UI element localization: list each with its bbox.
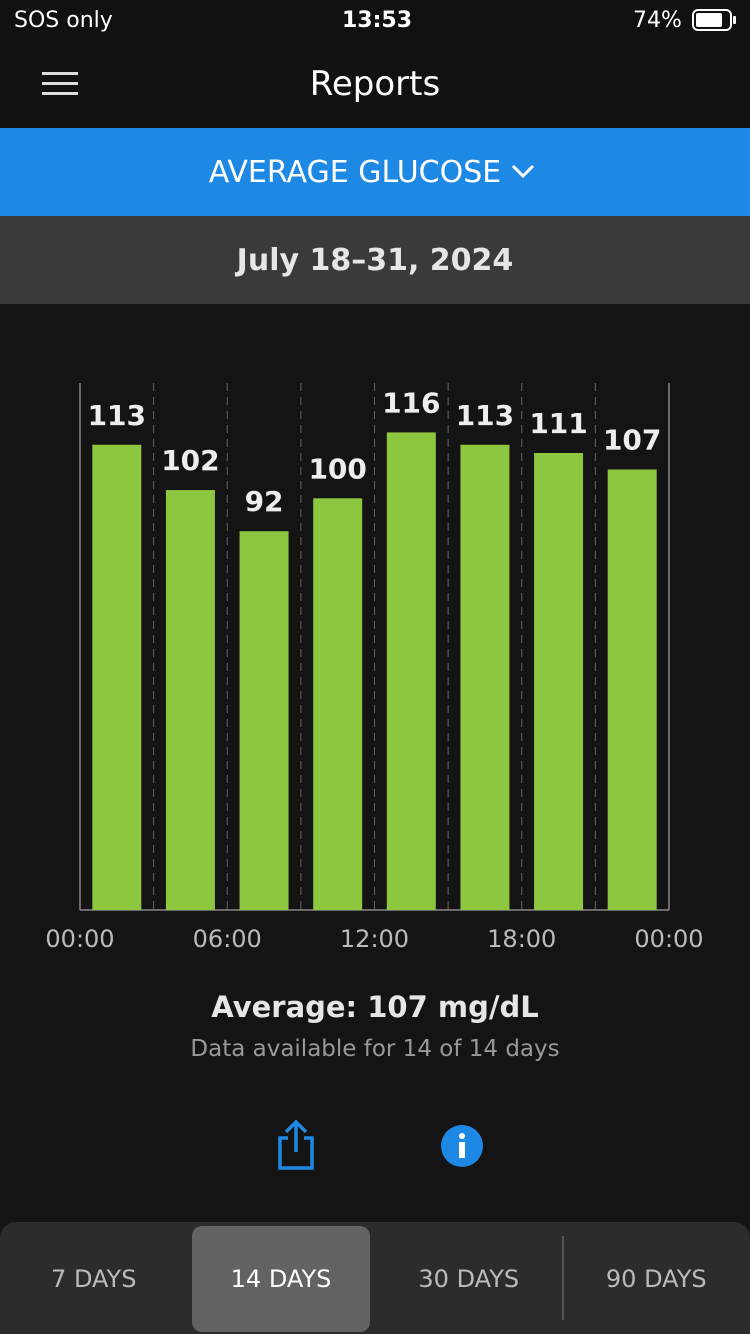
x-tick-label: 18:00 <box>487 925 556 953</box>
dropdown-chevron <box>512 164 535 179</box>
bar <box>239 531 289 910</box>
period-tab[interactable]: 7 DAYS <box>51 1265 137 1293</box>
x-tick-label: 00:00 <box>634 925 703 953</box>
bar <box>386 432 436 910</box>
battery-icon <box>692 9 736 31</box>
bar <box>534 452 584 910</box>
bar <box>165 490 215 910</box>
menu-button[interactable] <box>40 70 80 98</box>
value-label: 107 <box>603 423 661 456</box>
info-button[interactable] <box>440 1124 484 1168</box>
status-bar: SOS only 13:53 74% <box>0 0 750 40</box>
battery-level: 74% <box>633 8 682 33</box>
period-tab[interactable]: 30 DAYS <box>418 1265 520 1293</box>
bar <box>313 498 363 910</box>
period-tab[interactable]: 90 DAYS <box>605 1265 707 1293</box>
average: Average: 107 mg/dL <box>211 990 539 1024</box>
share-button[interactable] <box>274 1118 318 1172</box>
clock: 13:53 <box>342 8 413 33</box>
date-range: July 18–31, 2024 <box>0 216 750 304</box>
nav-bar: Reports <box>0 40 750 128</box>
value-label: 113 <box>456 399 514 432</box>
carrier: SOS only <box>14 8 113 33</box>
bar <box>92 444 142 910</box>
x-tick-label: 06:00 <box>193 925 262 953</box>
report-selector[interactable]: AVERAGE GLUCOSE <box>0 128 750 216</box>
value-label: 102 <box>161 444 219 477</box>
period-tabs: 7 DAYS 14 DAYS 30 DAYS 90 DAYS <box>0 1222 750 1334</box>
value-label: 113 <box>88 399 146 432</box>
page-title: Reports <box>309 64 441 104</box>
availability: Data available for 14 of 14 days <box>190 1036 560 1062</box>
chart: 113 102 92 100 116 113 111 107 00:00 06:00 12:00 18… <box>45 383 704 953</box>
period-tab[interactable]: 14 DAYS <box>192 1226 370 1332</box>
bar <box>607 469 657 910</box>
bar <box>460 444 510 910</box>
value-label: 111 <box>529 407 587 440</box>
value-label: 116 <box>382 386 440 419</box>
value-label: 92 <box>245 485 284 518</box>
x-tick-label: 00:00 <box>45 925 114 953</box>
x-tick-label: 12:00 <box>340 925 409 953</box>
value-label: 100 <box>308 452 366 485</box>
divider <box>562 1236 564 1320</box>
report-name: AVERAGE GLUCOSE <box>208 154 502 190</box>
